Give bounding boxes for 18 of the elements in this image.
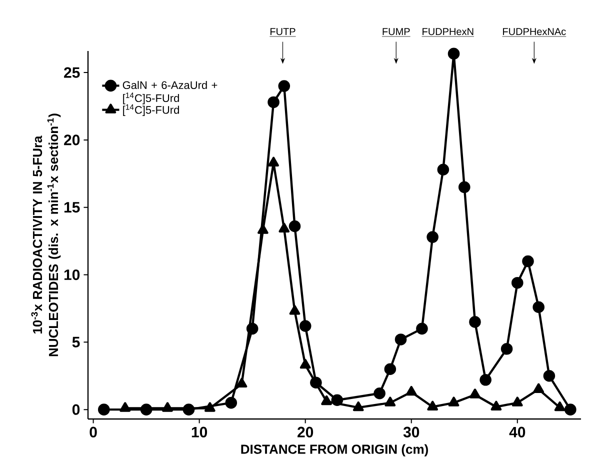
x-tick-label: 0 bbox=[90, 426, 97, 438]
y-tick-label: 20 bbox=[64, 134, 80, 146]
text: FUDPHexN bbox=[422, 28, 474, 36]
y-tick-label: 0 bbox=[72, 404, 80, 415]
legend-label: GalN + 6-AzaUrd + [$^{14}$C]5-FUrd bbox=[122, 80, 218, 104]
y-tick-label: 10 bbox=[64, 269, 80, 280]
x-tick-label: 10 bbox=[192, 426, 208, 438]
y-tick-label: 5 bbox=[72, 336, 80, 348]
x-tick-label: 40 bbox=[509, 426, 526, 438]
text: FUTP bbox=[270, 28, 296, 36]
x-tick-label: 30 bbox=[403, 426, 420, 438]
text: FUDPHexNAc bbox=[503, 28, 566, 36]
x-axis-title: DISTANCE FROM ORIGIN (cm) bbox=[241, 444, 428, 456]
legend-label: [$^{14}$C]5-FUrd bbox=[123, 104, 179, 116]
y-tick-label: 25 bbox=[64, 67, 80, 78]
y-tick-label: 15 bbox=[64, 202, 80, 213]
text: FUMP bbox=[382, 28, 410, 36]
x-tick-label: 20 bbox=[298, 426, 314, 438]
